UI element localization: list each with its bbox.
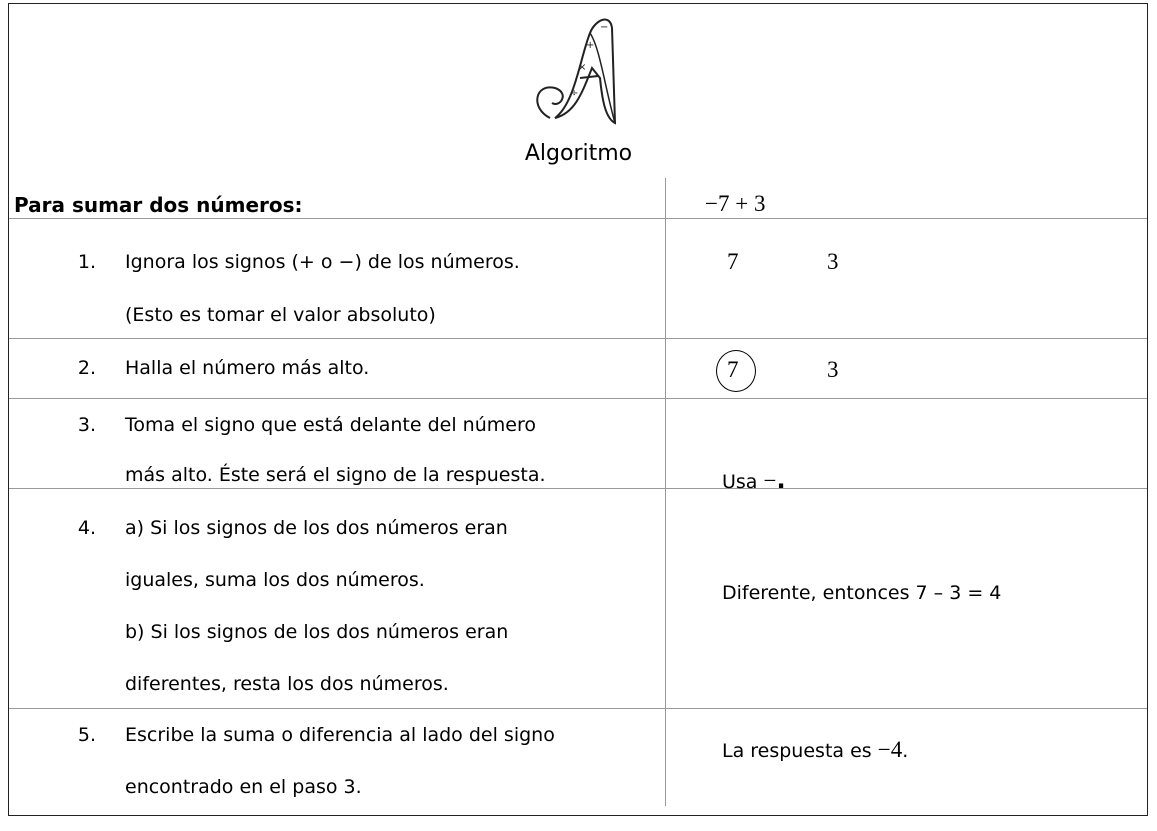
example: −7 + 3 [705, 191, 766, 216]
row-line [9, 218, 1147, 219]
svg-text:−: − [600, 22, 608, 33]
example-sign: − [763, 468, 777, 493]
step-text: a) Si los signos de los dos números eran [125, 517, 508, 539]
example: 7 [727, 249, 739, 274]
circle [716, 350, 756, 392]
example: 7 [727, 357, 739, 382]
step-number: 5. [77, 724, 96, 746]
row-line [9, 488, 1147, 489]
svg-text:×: × [578, 62, 586, 73]
svg-text:÷: ÷ [570, 88, 578, 99]
example: La respuesta es −4. [722, 738, 908, 763]
example-text: . [776, 466, 786, 494]
step-number: 2. [77, 357, 96, 379]
example-text: La respuesta es [722, 740, 872, 762]
heading: Para sumar dos números: [14, 193, 303, 217]
step-text: Toma el signo que está delante del númer… [125, 414, 536, 436]
example: Diferente, entonces 7 – 3 = 4 [722, 582, 1002, 604]
row-line [9, 708, 1147, 709]
example-text: Usa [722, 471, 758, 493]
step-text: b) Si los signos de los dos números eran [125, 621, 509, 643]
frame [8, 3, 1148, 816]
step-text: Halla el número más alto. [125, 357, 370, 379]
step-number: 4. [77, 517, 96, 539]
step-number: 1. [77, 251, 96, 273]
logo: +× ÷ − [536, 18, 617, 125]
step-text: más alto. Éste será el signo de la respu… [125, 464, 546, 486]
step-text: (Esto es tomar el valor absoluto) [125, 304, 436, 326]
example: Usa −. [722, 468, 786, 494]
example-value: −4 [877, 737, 903, 762]
column-divider [665, 178, 666, 806]
step-text: Ignora los signos (+ o −) de los números… [125, 251, 520, 273]
row-line [9, 338, 1147, 339]
step-text: Escribe la suma o diferencia al lado del… [125, 724, 555, 746]
step-text: diferentes, resta los dos números. [125, 673, 449, 695]
example-text: . [902, 740, 909, 762]
example: 3 [827, 249, 839, 274]
step-text: iguales, suma los dos números. [125, 569, 425, 591]
step-text: encontrado en el paso 3. [125, 776, 362, 798]
example: 3 [827, 357, 839, 382]
title: Algoritmo [524, 141, 633, 166]
row-line [9, 398, 1147, 399]
svg-text:+: + [586, 40, 594, 51]
step-number: 3. [77, 414, 96, 436]
